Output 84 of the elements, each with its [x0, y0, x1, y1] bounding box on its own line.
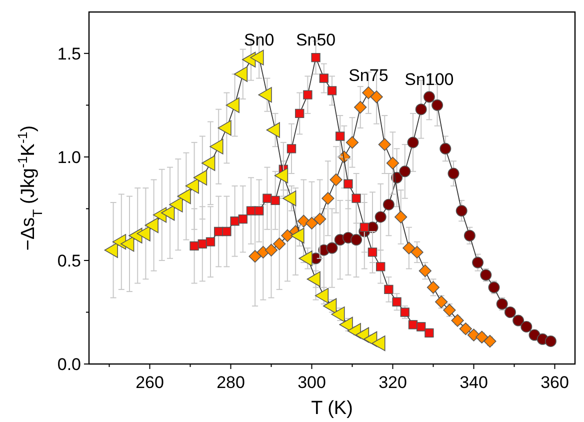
point [254, 206, 264, 216]
point [326, 242, 338, 254]
point [314, 212, 326, 226]
point [368, 248, 378, 257]
point [520, 320, 532, 332]
point [378, 138, 391, 151]
series-label: Sn0 [244, 30, 274, 50]
point [286, 144, 296, 154]
point [330, 173, 342, 186]
series-label: Sn100 [404, 70, 454, 89]
point [456, 205, 468, 217]
point [504, 306, 516, 318]
point [350, 234, 362, 246]
x-tick-label: 320 [378, 373, 407, 392]
point [374, 211, 386, 223]
point [222, 226, 232, 236]
point [346, 136, 359, 149]
point [394, 210, 408, 224]
point [303, 90, 312, 100]
point [415, 104, 427, 116]
point [402, 242, 416, 254]
point [264, 244, 278, 256]
point [407, 136, 419, 148]
point [464, 230, 476, 242]
point [238, 214, 248, 224]
point [386, 156, 400, 170]
series-label: Sn75 [348, 66, 388, 85]
point [311, 52, 320, 62]
point [484, 334, 496, 348]
point [472, 256, 484, 268]
point [256, 246, 270, 259]
x-tick-label: 280 [216, 373, 245, 392]
point [305, 216, 318, 230]
point [281, 229, 294, 242]
y-tick-label: 1.5 [57, 44, 81, 64]
point [451, 314, 464, 327]
x-tick-label: 300 [298, 373, 326, 392]
point [336, 132, 345, 141]
x-tick-label: 360 [540, 373, 569, 392]
point [190, 241, 199, 251]
point [392, 297, 402, 306]
point [248, 250, 262, 263]
y-tick-label: 0.5 [57, 251, 81, 270]
point [270, 196, 280, 206]
point [322, 192, 334, 205]
point [512, 314, 524, 326]
x-tick-label: 260 [136, 373, 164, 392]
point [354, 100, 367, 114]
point [319, 74, 328, 83]
point [382, 198, 394, 210]
point [426, 281, 440, 294]
y-tick-label: 0.0 [57, 354, 81, 374]
point [459, 322, 472, 336]
series-label: Sn50 [296, 30, 336, 50]
point [344, 179, 353, 188]
point [443, 304, 456, 316]
point [399, 166, 411, 178]
point [418, 264, 432, 278]
point [544, 335, 556, 347]
point [230, 216, 240, 226]
point [327, 86, 337, 96]
point [423, 91, 435, 103]
point [410, 246, 424, 259]
point [384, 284, 394, 294]
point [496, 298, 508, 310]
point [362, 86, 375, 100]
point [206, 237, 216, 246]
point [295, 108, 304, 118]
point [273, 238, 286, 250]
point [440, 142, 452, 154]
point [448, 168, 460, 180]
point [376, 262, 386, 272]
point [246, 206, 256, 216]
x-axis-title: T (K) [311, 398, 353, 419]
point [370, 90, 383, 104]
point [360, 222, 369, 232]
x-tick-label: 340 [460, 373, 488, 392]
point [435, 296, 448, 308]
point [432, 99, 444, 111]
point [476, 330, 488, 344]
y-tick-label: 1.0 [57, 148, 81, 167]
point [262, 194, 272, 203]
point [528, 329, 540, 341]
point [467, 328, 480, 342]
